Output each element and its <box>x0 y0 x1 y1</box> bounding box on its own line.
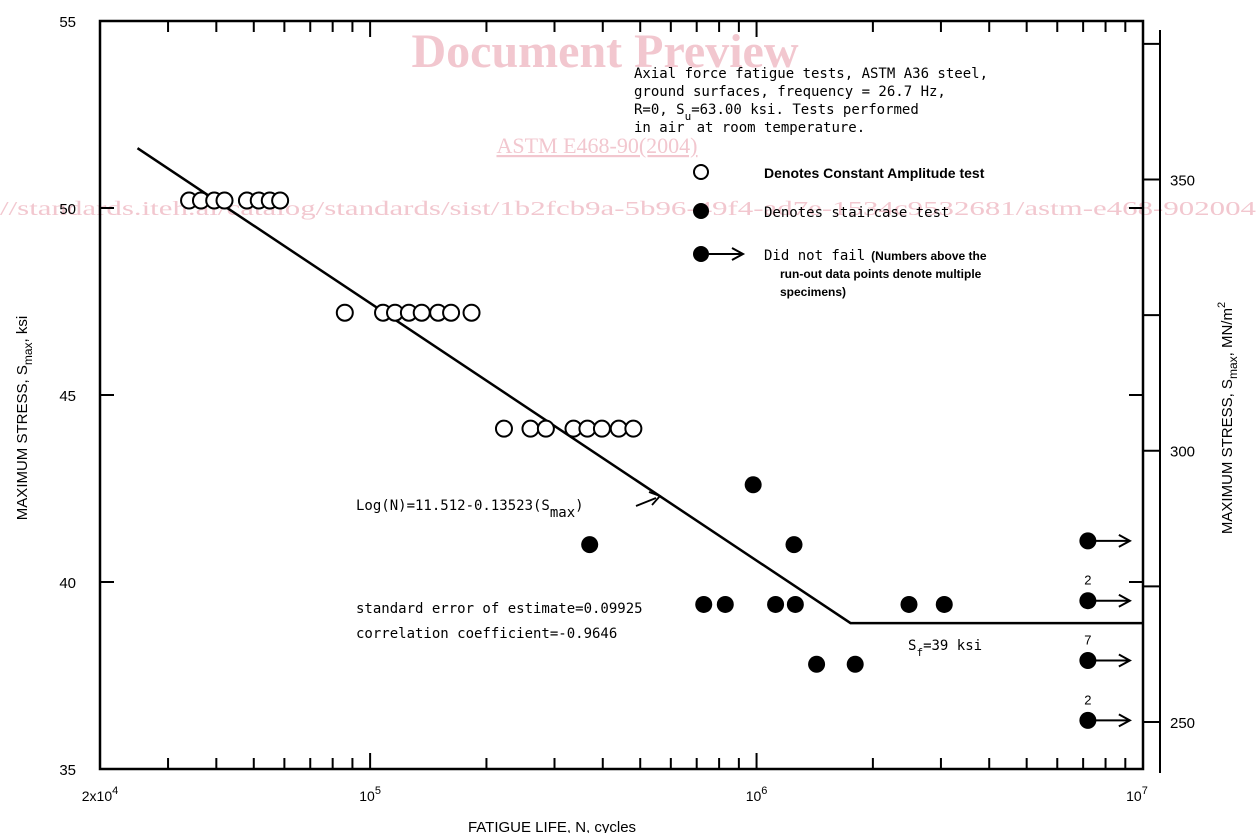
runout-point <box>1079 652 1097 670</box>
constant-amplitude-point <box>271 191 290 210</box>
staircase-point <box>695 595 713 613</box>
runout-arrowhead-icon <box>1118 533 1132 548</box>
watermark-standard: ASTM E468-90(2004) <box>496 133 697 158</box>
staircase-point <box>935 595 953 613</box>
staircase-point <box>846 655 864 673</box>
x-tick-label: 106 <box>746 785 768 804</box>
notes-line-4: in air at room temperature. <box>634 120 865 136</box>
x-axis-label: FATIGUE LIFE, N, cycles <box>468 819 636 833</box>
constant-amplitude-point <box>412 303 431 322</box>
runout-count-label: 2 <box>1084 692 1091 707</box>
equation-pointer-line <box>635 497 657 507</box>
constant-amplitude-point <box>592 419 611 438</box>
constant-amplitude-point <box>521 419 540 438</box>
constant-amplitude-point <box>536 419 555 438</box>
runout-point <box>1079 532 1097 550</box>
legend-open-circle-icon <box>693 164 709 180</box>
y2-tick-label: 350 <box>1170 173 1195 190</box>
runout-arrowhead-icon <box>1118 653 1132 668</box>
runout-point <box>1079 711 1097 729</box>
staircase-point <box>581 536 599 554</box>
y-tick-label: 55 <box>59 14 76 31</box>
constant-amplitude-point <box>462 303 481 322</box>
constant-amplitude-point <box>335 303 354 322</box>
runout-arrowhead-icon <box>1118 593 1132 608</box>
data-markers: 2 7 2 <box>180 191 1132 729</box>
staircase-point <box>786 595 804 613</box>
y-tick-label: 35 <box>59 762 76 779</box>
fit-line-path <box>136 147 1143 625</box>
watermark-url: //standards.iteh.ai/catalog/standards/si… <box>0 198 1256 220</box>
legend-runout-icon <box>693 246 709 262</box>
legend-runout-arrowhead-icon <box>731 247 746 261</box>
y-axis-label: MAXIMUM STRESS, Smax, ksi <box>14 316 35 520</box>
staircase-point <box>767 595 785 613</box>
y2-axis-label: MAXIMUM STRESS, Smax, MN/m2 <box>1216 302 1240 534</box>
y-tick-label: 45 <box>59 388 76 405</box>
constant-amplitude-point <box>215 191 234 210</box>
staircase-point <box>744 476 762 494</box>
runout-count-label: 2 <box>1084 573 1091 588</box>
correlation-label: correlation coefficient=-0.9646 <box>356 626 617 642</box>
std-error-label: standard error of estimate=0.09925 <box>356 601 643 617</box>
fatigue-limit-label: Sf=39 ksi <box>908 638 982 659</box>
y-tick-label: 40 <box>59 575 76 592</box>
y2-tick-label: 300 <box>1170 444 1195 461</box>
fit-line <box>136 147 1143 625</box>
y-tick-label: 50 <box>59 201 76 218</box>
constant-amplitude-point <box>624 419 643 438</box>
x-tick-label: 107 <box>1126 785 1148 804</box>
runout-point <box>1079 592 1097 610</box>
watermark-title: Document Preview <box>412 25 799 78</box>
x-tick-label: 2x104 <box>82 785 118 804</box>
legend-constant-label: Denotes Constant Amplitude test <box>764 165 985 181</box>
runout-arrowhead-icon <box>1118 713 1132 728</box>
axis-tick-labels: 2x104 105 106 107 35 40 45 50 55 250 300 350 <box>59 14 1195 804</box>
legend-runout-label-2: run-out data points denote multiple <box>780 267 982 281</box>
legend-staircase-label: Denotes staircase test <box>764 205 949 221</box>
runout-count-label: 7 <box>1084 633 1091 648</box>
legend-runout-label-3: specimens) <box>780 285 846 299</box>
staircase-point <box>900 595 918 613</box>
notes-line-3: R=0, Su=63.00 ksi. Tests performed <box>634 102 919 123</box>
staircase-point <box>785 536 803 554</box>
staircase-point <box>716 595 734 613</box>
legend-filled-circle-icon <box>693 203 709 219</box>
x-tick-label: 105 <box>359 785 381 804</box>
constant-amplitude-point <box>494 419 513 438</box>
notes-line-1: Axial force fatigue tests, ASTM A36 stee… <box>634 66 988 82</box>
staircase-point <box>808 655 826 673</box>
constant-amplitude-point <box>442 303 461 322</box>
y2-tick-label: 250 <box>1170 715 1195 732</box>
regression-equation: Log(N)=11.512-0.13523(Smax) <box>356 498 584 521</box>
legend: Denotes Constant Amplitude test Denotes … <box>693 164 987 299</box>
equation-pointer-arrowhead-icon <box>648 491 662 506</box>
axis-ticks <box>99 20 1160 770</box>
legend-runout-label: Did not fail (Numbers above the <box>764 248 987 264</box>
constant-amplitude-point <box>609 419 628 438</box>
notes-line-2: ground surfaces, frequency = 26.7 Hz, <box>634 84 946 100</box>
test-notes: Axial force fatigue tests, ASTM A36 stee… <box>634 66 988 136</box>
